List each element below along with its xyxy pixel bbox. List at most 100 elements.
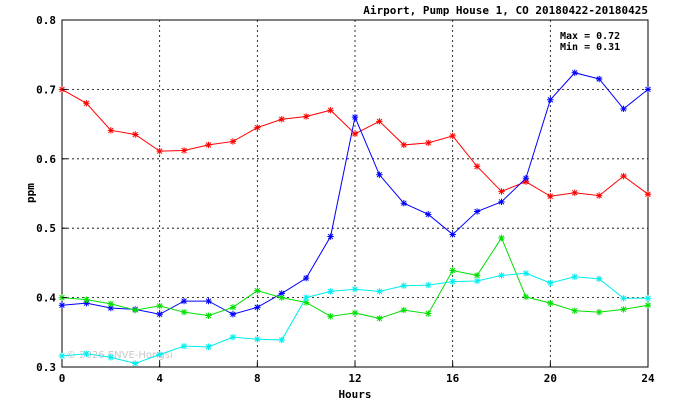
y-tick-label: 0.6 — [36, 153, 56, 166]
series-layer — [58, 69, 652, 367]
data-point-marker — [327, 288, 334, 295]
data-point-marker — [547, 299, 554, 307]
data-point-marker — [522, 293, 530, 301]
data-point-marker — [107, 300, 115, 308]
series-3 — [58, 234, 652, 322]
x-tick-label: 0 — [59, 372, 66, 385]
data-point-marker — [473, 163, 481, 170]
data-point-marker — [229, 138, 237, 145]
data-point-marker — [473, 272, 481, 279]
data-point-marker — [449, 278, 456, 285]
chart-title: Airport, Pump House 1, CO 20180422-20180… — [363, 4, 648, 17]
x-tick-label: 16 — [446, 372, 460, 385]
data-point-marker — [644, 295, 652, 302]
x-tick-label: 12 — [348, 372, 361, 385]
data-point-marker — [425, 310, 432, 317]
data-point-marker — [302, 113, 310, 120]
x-tick-label: 8 — [254, 372, 261, 385]
data-point-marker — [83, 350, 90, 358]
data-point-marker — [620, 172, 627, 180]
data-point-marker — [229, 333, 237, 341]
data-point-marker — [302, 274, 310, 282]
data-point-marker — [400, 200, 408, 207]
data-point-marker — [107, 127, 115, 134]
data-point-marker — [229, 304, 237, 311]
data-point-marker — [400, 141, 408, 149]
data-point-marker — [132, 131, 139, 138]
data-point-marker — [571, 189, 578, 197]
data-point-marker — [473, 277, 481, 285]
watermark: © 2026 ENVE-Hongsi — [66, 350, 173, 361]
data-point-marker — [156, 351, 163, 358]
data-point-marker — [205, 312, 212, 319]
data-point-marker — [425, 139, 432, 147]
data-point-marker — [376, 315, 383, 322]
axis-ticks: 0 4 8 12 16 20 24 0.3 0.4 0.5 0.6 0.7 0.8 — [36, 14, 655, 385]
data-point-marker — [376, 171, 383, 178]
max-annotation: Max = 0.72 — [560, 31, 620, 42]
data-point-marker — [449, 231, 456, 238]
data-point-marker — [302, 299, 310, 306]
data-point-marker — [571, 69, 578, 76]
data-point-marker — [351, 113, 359, 121]
data-point-marker — [180, 308, 188, 316]
data-point-marker — [254, 287, 261, 294]
data-point-marker — [107, 304, 115, 312]
data-point-marker — [547, 96, 554, 104]
data-point-marker — [498, 188, 505, 195]
data-point-marker — [376, 118, 383, 125]
data-point-marker — [205, 343, 212, 351]
x-tick-label: 4 — [156, 372, 163, 385]
data-point-marker — [107, 354, 115, 361]
data-point-marker — [522, 178, 530, 185]
x-tick-label: 24 — [641, 372, 655, 385]
data-point-marker — [254, 304, 261, 311]
data-point-marker — [620, 105, 627, 113]
data-point-marker — [83, 100, 90, 107]
data-point-marker — [205, 141, 212, 149]
data-point-marker — [205, 297, 212, 305]
data-point-marker — [620, 306, 627, 313]
data-point-marker — [595, 192, 603, 199]
y-tick-label: 0.7 — [36, 83, 56, 96]
data-point-marker — [644, 190, 652, 198]
data-point-marker — [498, 198, 505, 206]
x-axis-title: Hours — [338, 388, 371, 401]
data-point-marker — [254, 124, 261, 131]
data-point-marker — [278, 294, 285, 301]
data-point-marker — [571, 307, 578, 314]
series-1 — [58, 86, 652, 200]
data-point-marker — [498, 272, 505, 279]
data-point-marker — [351, 309, 359, 317]
data-point-marker — [278, 336, 285, 344]
data-point-marker — [180, 147, 188, 154]
series-4 — [58, 270, 652, 367]
data-point-marker — [229, 311, 237, 318]
y-axis-title: ppm — [24, 183, 37, 203]
data-point-marker — [595, 275, 603, 283]
data-point-marker — [522, 270, 530, 277]
data-point-marker — [278, 116, 285, 123]
data-point-marker — [132, 360, 139, 367]
data-point-marker — [547, 279, 554, 287]
data-point-marker — [571, 273, 578, 280]
data-point-marker — [595, 75, 603, 83]
data-point-marker — [278, 290, 285, 297]
data-point-marker — [351, 286, 359, 293]
data-point-marker — [83, 299, 90, 307]
series-line — [61, 72, 649, 315]
data-point-marker — [644, 86, 652, 93]
y-tick-label: 0.5 — [36, 222, 56, 235]
data-point-marker — [376, 288, 383, 295]
data-point-marker — [644, 302, 652, 309]
data-point-marker — [58, 352, 66, 360]
data-point-marker — [449, 267, 456, 274]
data-point-marker — [473, 208, 481, 215]
data-point-marker — [156, 147, 163, 155]
data-point-marker — [83, 296, 90, 303]
y-tick-label: 0.3 — [36, 361, 56, 374]
y-tick-label: 0.8 — [36, 14, 56, 27]
data-point-marker — [351, 130, 359, 138]
data-point-marker — [302, 294, 310, 301]
